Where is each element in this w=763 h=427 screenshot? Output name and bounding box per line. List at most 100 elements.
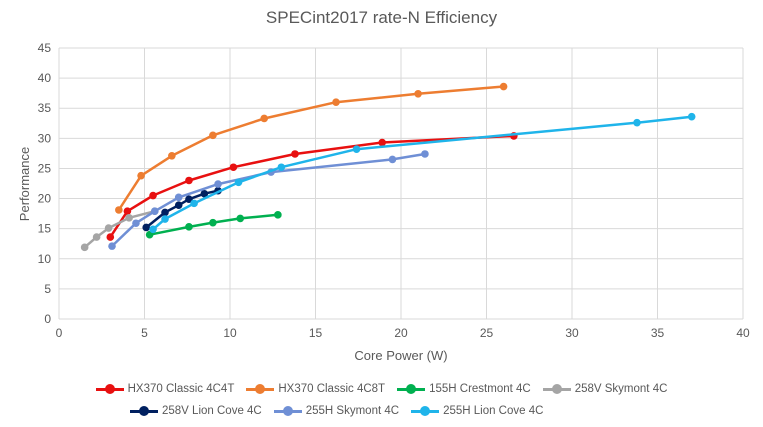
x-tick-label: 15 (309, 326, 323, 340)
chart-title: SPECint2017 rate-N Efficiency (265, 8, 498, 27)
legend-item: 258V Skymont 4C (542, 383, 668, 395)
data-point (174, 201, 183, 209)
data-point (260, 114, 269, 123)
data-point (352, 145, 361, 153)
y-tick-label: 15 (38, 222, 52, 236)
legend: HX370 Classic 4C4T HX370 Classic 4C8T 155H… (0, 378, 763, 422)
data-point (229, 163, 238, 172)
y-tick-label: 30 (38, 131, 52, 145)
x-tick-label: 25 (480, 326, 494, 340)
data-point (125, 214, 133, 222)
legend-label: 155H Crestmont 4C (429, 383, 531, 395)
data-point (234, 178, 243, 187)
legend-item: 255H Lion Cove 4C (411, 405, 543, 417)
y-tick-label: 5 (44, 282, 51, 296)
data-point (161, 208, 169, 217)
data-point (149, 225, 157, 234)
series-155h-crestmont-4c (145, 211, 282, 239)
data-point (277, 163, 286, 172)
legend-label: HX370 Classic 4C4T (127, 383, 235, 395)
legend-swatch (246, 384, 275, 394)
series-258v-lion-cove-4c (142, 186, 222, 232)
legend-row: HX370 Classic 4C4T HX370 Classic 4C8T 155H… (0, 378, 763, 400)
data-point (137, 171, 145, 180)
series-lines (80, 82, 696, 252)
y-tick-label: 35 (38, 101, 52, 115)
data-point (291, 150, 299, 158)
series-hx370-classic-4c8t (115, 82, 508, 214)
series-hx370-classic-4c4t (106, 132, 518, 241)
legend-swatch (397, 384, 426, 394)
data-point (274, 211, 282, 219)
data-point (332, 98, 340, 106)
series-255h-lion-cove-4c (149, 112, 696, 234)
data-point (92, 233, 101, 241)
data-point (104, 224, 113, 232)
x-tick-label: 5 (141, 326, 148, 340)
data-point (687, 112, 696, 121)
data-point (200, 189, 209, 198)
data-point (185, 195, 193, 203)
data-point (123, 207, 132, 216)
data-point (421, 150, 429, 158)
legend-label: 255H Skymont 4C (305, 405, 400, 417)
x-tick-label: 10 (223, 326, 237, 340)
x-axis-title: Core Power (W) (354, 348, 447, 363)
x-tick-label: 0 (56, 326, 63, 340)
legend-swatch (411, 406, 440, 416)
data-point (499, 82, 508, 91)
data-point (132, 219, 140, 228)
data-point (108, 242, 116, 250)
y-tick-label: 25 (38, 161, 52, 175)
y-tick-label: 20 (38, 192, 52, 206)
legend-swatch (542, 384, 571, 394)
legend-item: HX370 Classic 4C8T (246, 383, 385, 395)
data-point (209, 218, 217, 227)
data-point (214, 180, 222, 188)
data-point (115, 206, 123, 214)
x-tick-label: 35 (651, 326, 665, 340)
data-point (80, 243, 89, 252)
legend-label: 258V Skymont 4C (574, 383, 668, 395)
data-point (633, 118, 641, 127)
legend-item: 255H Skymont 4C (273, 405, 400, 417)
legend-item: 155H Crestmont 4C (397, 383, 531, 395)
series-line (117, 85, 504, 211)
data-point (145, 230, 154, 239)
x-tick-label: 20 (394, 326, 408, 340)
data-point (190, 199, 198, 208)
series-255h-skymont-4c (108, 150, 429, 250)
x-tick-label: 40 (736, 326, 750, 340)
data-point (168, 151, 176, 160)
data-point (174, 193, 183, 202)
data-point (388, 155, 397, 164)
data-point (414, 89, 422, 98)
data-point (378, 138, 386, 147)
data-point (106, 233, 115, 241)
legend-row: 258V Lion Cove 4C 255H Skymont 4C 255H Lio… (0, 400, 763, 422)
legend-label: 255H Lion Cove 4C (443, 405, 544, 417)
legend-label: HX370 Classic 4C8T (278, 383, 386, 395)
legend-swatch (130, 406, 158, 416)
y-axis-title: Performance (17, 147, 32, 221)
series-line (152, 115, 692, 231)
data-point (149, 191, 157, 200)
x-tick-label: 30 (565, 326, 579, 340)
data-point (185, 176, 193, 185)
legend-swatch (273, 406, 302, 416)
y-tick-label: 45 (38, 41, 52, 55)
data-point (161, 215, 169, 223)
legend-swatch (95, 384, 124, 394)
data-point (142, 223, 151, 232)
axes: 0 5 10 15 20 25 30 35 40 45 0 5 10 15 20 25 30 35 40 (38, 41, 750, 340)
legend-item: 258V Lion Cove 4C (130, 405, 262, 417)
legend-label: 258V Lion Cove 4C (162, 405, 262, 417)
y-tick-label: 0 (44, 312, 51, 326)
data-point (209, 131, 217, 140)
data-point (236, 214, 245, 223)
data-point (185, 223, 193, 231)
legend-item: HX370 Classic 4C4T (95, 383, 235, 395)
y-tick-label: 40 (38, 71, 52, 85)
y-tick-label: 10 (38, 252, 52, 266)
